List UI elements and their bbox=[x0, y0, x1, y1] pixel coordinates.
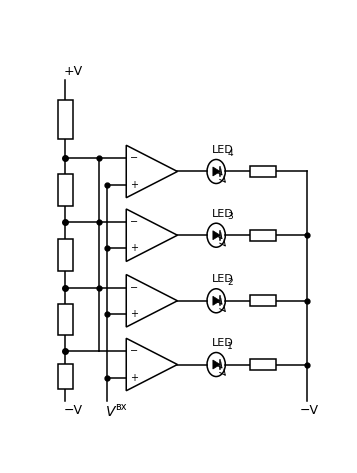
Bar bbox=[58, 364, 73, 388]
Polygon shape bbox=[213, 167, 220, 176]
Text: вх: вх bbox=[115, 402, 127, 412]
Polygon shape bbox=[213, 360, 220, 369]
Text: −: − bbox=[130, 153, 138, 163]
Bar bbox=[250, 230, 276, 241]
Text: +: + bbox=[130, 309, 137, 319]
Bar bbox=[58, 304, 73, 335]
Text: LED: LED bbox=[212, 209, 234, 219]
Text: 1: 1 bbox=[227, 342, 233, 350]
Text: +: + bbox=[130, 180, 137, 190]
Bar bbox=[58, 175, 73, 206]
Text: +: + bbox=[130, 243, 137, 254]
Text: LED: LED bbox=[212, 145, 234, 155]
Bar bbox=[58, 238, 73, 272]
Text: −: − bbox=[130, 346, 138, 357]
Polygon shape bbox=[213, 231, 220, 240]
Text: LED: LED bbox=[212, 274, 234, 284]
Bar bbox=[250, 295, 276, 306]
Text: +V: +V bbox=[64, 64, 83, 78]
Text: LED: LED bbox=[212, 338, 234, 348]
Text: −V: −V bbox=[64, 404, 83, 417]
Text: V: V bbox=[106, 404, 115, 419]
Text: −V: −V bbox=[300, 404, 318, 417]
Text: −: − bbox=[130, 217, 138, 227]
Bar bbox=[58, 100, 73, 139]
Text: 4: 4 bbox=[227, 149, 233, 158]
Text: 2: 2 bbox=[227, 278, 233, 287]
Bar bbox=[250, 166, 276, 177]
Text: +: + bbox=[130, 373, 137, 383]
Polygon shape bbox=[213, 296, 220, 305]
Text: 3: 3 bbox=[227, 212, 233, 221]
Bar bbox=[250, 359, 276, 370]
Text: −: − bbox=[130, 283, 138, 293]
